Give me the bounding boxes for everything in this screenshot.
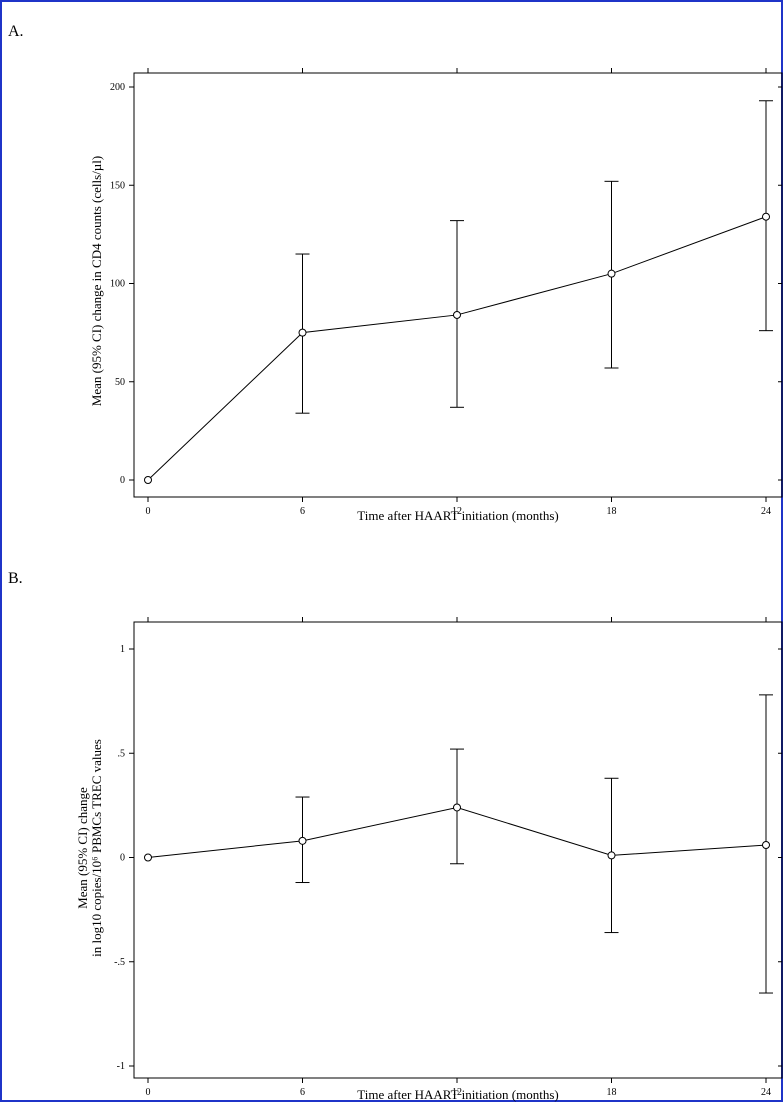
- panel-b-y-tick-label: .5: [118, 748, 126, 759]
- panel-a-series: [144, 100, 773, 484]
- panel-a-y-axis-title: Mean (95% CI) change in CD4 counts (cell…: [89, 156, 104, 406]
- panel-b-x-axis-title: Time after HAART initiation (months): [357, 1087, 558, 1102]
- panel-b-data-point: [298, 836, 307, 845]
- panel-b-y-tick-label: 0: [120, 853, 125, 864]
- panel-b-y-tick-label: 1: [120, 644, 125, 655]
- panel-a: A. Time after HAART initiation (months) …: [8, 23, 783, 523]
- panel-a-y-tick-label: 150: [110, 180, 125, 191]
- panel-b-y-axis-title-line1: Mean (95% CI) change: [75, 787, 90, 909]
- panel-b-y-tick-label: -.5: [114, 957, 125, 968]
- panel-a-x-axis-title: Time after HAART initiation (months): [357, 508, 558, 523]
- panel-a-y-tick-label: 50: [115, 377, 125, 388]
- panel-b-x-tick-label: 24: [761, 1087, 771, 1098]
- panel-b-x-tick-label: 6: [300, 1087, 305, 1098]
- panel-a-y-tick-label: 200: [110, 82, 125, 93]
- panel-b-data-point: [144, 853, 152, 862]
- panel-a-x-tick-label: 0: [146, 506, 151, 517]
- panel-a-x-tick-label: 12: [452, 506, 462, 517]
- panel-a-x-tick-label: 24: [761, 506, 771, 517]
- panel-b-series: [144, 694, 773, 994]
- panel-a-ticks: 0 6 12 18 24 0 50 100 150 200: [110, 68, 782, 517]
- panel-b-y-axis-title-line2: in log10 copies/10⁶ PBMCs TREC values: [89, 739, 104, 957]
- panel-a-x-tick-label: 6: [300, 506, 305, 517]
- panel-b-data-point: [762, 840, 770, 849]
- panel-a-data-point: [607, 269, 616, 278]
- panel-b-letter: B.: [8, 570, 23, 587]
- panel-b-x-tick-label: 18: [607, 1087, 617, 1098]
- panel-a-data-point: [144, 476, 152, 484]
- panel-b-data-point: [453, 803, 461, 812]
- panel-b-plot-area: [133, 621, 783, 1079]
- panel-b-x-tick-label: 0: [146, 1087, 151, 1098]
- panel-a-letter: A.: [8, 23, 24, 40]
- panel-a-data-point: [298, 328, 307, 337]
- panel-b-x-tick-label: 12: [452, 1087, 462, 1098]
- panel-a-plot-area: [133, 72, 783, 498]
- panel-b-y-tick-label: -1: [117, 1061, 125, 1072]
- panel-b: B. Time after HAART initiation (months) …: [8, 570, 783, 1102]
- panel-a-data-point: [453, 310, 461, 319]
- panel-a-y-tick-label: 0: [120, 475, 125, 486]
- panel-a-x-tick-label: 18: [607, 506, 617, 517]
- panel-b-data-point: [607, 851, 616, 860]
- panel-b-ticks: 0 6 12 18 24 -1 -.5 0 .5 1: [114, 617, 782, 1098]
- panel-a-data-point: [762, 212, 770, 221]
- panel-a-y-tick-label: 100: [110, 279, 125, 290]
